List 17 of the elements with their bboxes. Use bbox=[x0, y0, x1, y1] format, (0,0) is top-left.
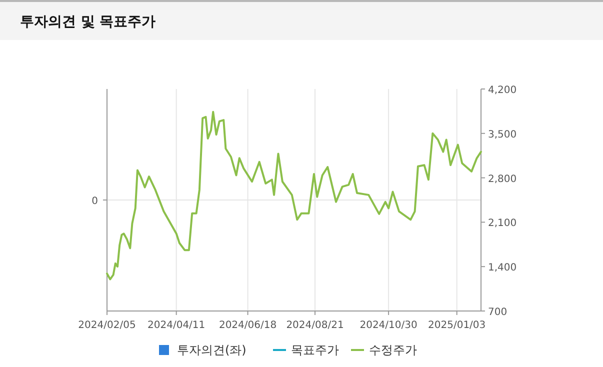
legend-label: 수정주가 bbox=[369, 343, 417, 357]
y2-tick-label: 4,200 bbox=[488, 85, 517, 96]
y2-tick-label: 700 bbox=[488, 307, 508, 318]
chart-title: 투자의견 및 목표주가 bbox=[20, 14, 156, 30]
text: 0 bbox=[92, 196, 98, 207]
y2-tick-label: 1,400 bbox=[488, 262, 517, 274]
x-tick-label: 2024/06/18 bbox=[218, 320, 277, 331]
x-tick-label: 2024/02/05 bbox=[78, 320, 136, 331]
x-tick-label: 2024/04/11 bbox=[148, 320, 206, 331]
y2-tick-label: 3,500 bbox=[488, 129, 517, 140]
y2-tick-label: 2,800 bbox=[488, 174, 517, 185]
y2-tick-label: 2,100 bbox=[488, 218, 517, 230]
x-tick-label: 2024/08/21 bbox=[286, 320, 344, 331]
legend-label: 투자의견(좌) bbox=[177, 343, 246, 357]
x-tick-label: 2025/01/03 bbox=[428, 320, 486, 331]
legend-label: 목표주가 bbox=[291, 343, 339, 357]
x-tick-label: 2024/10/30 bbox=[360, 320, 418, 331]
